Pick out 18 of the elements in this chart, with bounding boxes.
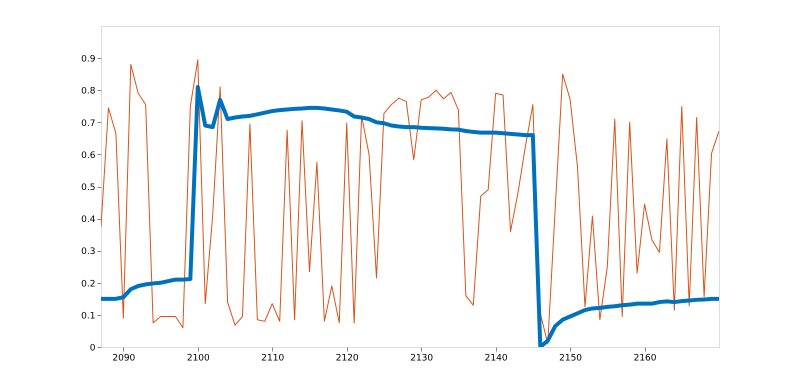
x-tick-label: 2160 (634, 354, 657, 364)
x-tick-label: 2100 (186, 354, 210, 364)
y-tick-label: 0.8 (81, 86, 96, 97)
x-tick-label: 2090 (112, 354, 136, 364)
y-tick-label: 0.4 (81, 215, 96, 226)
y-tick-label: 0.3 (81, 247, 96, 258)
y-tick-label: 0.9 (81, 54, 96, 65)
y-tick-label: 0.6 (81, 150, 96, 161)
x-tick-label: 2150 (559, 354, 582, 364)
x-tick-label: 2120 (336, 354, 359, 364)
x-tick-label: 2140 (484, 354, 508, 364)
x-tick-label: 2110 (261, 354, 284, 364)
y-tick-label: 0.1 (81, 311, 96, 322)
x-tick-label: 2130 (410, 354, 434, 364)
y-tick-label: 0 (90, 344, 96, 354)
y-tick-label: 0.5 (81, 183, 96, 193)
y-tick-label: 0.7 (81, 118, 96, 129)
y-tick-label: 0.2 (81, 279, 96, 290)
